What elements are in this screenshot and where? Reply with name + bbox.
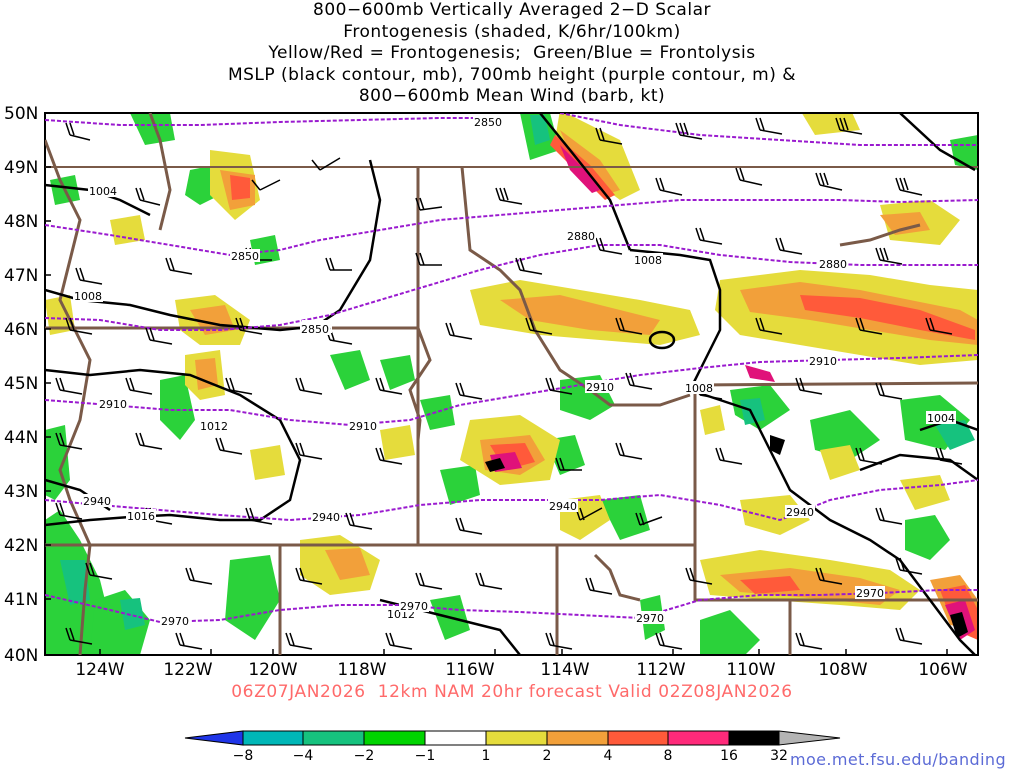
colorbar-label: 8 — [663, 748, 673, 764]
lon-label: 122W — [163, 660, 213, 680]
mslp-label: 1004 — [927, 412, 955, 425]
height-label: 2940 — [312, 511, 340, 524]
lat-label: 44N — [4, 428, 39, 448]
lat-label: 50N — [4, 104, 39, 124]
height-label: 2910 — [349, 420, 377, 433]
lat-label: 47N — [4, 266, 39, 286]
lat-label: 49N — [4, 158, 39, 178]
height-label: 2880 — [819, 258, 847, 271]
title-line-1: 800−600mb Vertically Averaged 2−D Scalar — [313, 0, 711, 20]
colorbar-label: −4 — [292, 748, 314, 764]
title-line-5: 800−600mb Mean Wind (barb, kt) — [358, 86, 666, 107]
lat-label: 41N — [4, 590, 39, 610]
lon-label: 112W — [636, 660, 686, 680]
contour-labels: 1004 1008 1008 1008 1008 1012 1016 1012 … — [73, 115, 956, 628]
title-line-4: MSLP (black contour, mb), 700mb height (… — [227, 64, 797, 85]
map-title: 800−600mb Vertically Averaged 2−D Scalar… — [0, 0, 1024, 108]
forecast-valid-line: 06Z07JAN2026 12km NAM 20hr forecast Vali… — [231, 682, 793, 702]
colorbar-label: −2 — [353, 748, 375, 764]
height-labels: 2850 2850 2880 2880 2910 2910 2910 2910 … — [82, 115, 885, 628]
height-label: 2910 — [809, 355, 837, 368]
height-label: 2940 — [549, 500, 577, 513]
lon-label: 114W — [540, 660, 590, 680]
height-label: 2850 — [231, 250, 259, 263]
colorbar-label: −8 — [232, 748, 254, 764]
height-label: 2940 — [83, 495, 111, 508]
lon-label: 116W — [445, 660, 495, 680]
lat-label: 42N — [4, 536, 39, 556]
mslp-label: 1016 — [127, 510, 155, 523]
title-line-3: Yellow/Red = Frontogenesis; Green/Blue =… — [268, 43, 756, 64]
lon-label: 110W — [726, 660, 776, 680]
mslp-label: 1008 — [634, 254, 662, 267]
lat-label: 46N — [4, 320, 39, 340]
height-label: 2970 — [161, 615, 189, 628]
mslp-label: 1008 — [685, 382, 713, 395]
colorbar-label: 32 — [770, 748, 788, 764]
colorbar-label: 4 — [603, 748, 613, 764]
mslp-label: 1008 — [74, 290, 102, 303]
lat-label: 43N — [4, 482, 39, 502]
frontogenesis-cores — [485, 145, 975, 640]
mslp-label: 1004 — [89, 185, 117, 198]
height-label: 2850 — [301, 323, 329, 336]
lon-label: 120W — [248, 660, 298, 680]
height-label: 2970 — [636, 612, 664, 625]
lon-label: 108W — [818, 660, 868, 680]
axis-ticks — [45, 112, 948, 656]
credit-link[interactable]: moe.met.fsu.edu/banding — [790, 750, 1007, 769]
colorbar-label: 1 — [481, 748, 491, 764]
colorbar-label: −1 — [414, 748, 436, 764]
mslp-labels: 1004 1008 1008 1008 1008 1012 1016 1012 … — [73, 184, 956, 621]
lat-label: 45N — [4, 374, 39, 394]
height-label: 2910 — [99, 398, 127, 411]
colorbar-label: 16 — [720, 748, 738, 764]
lat-label: 48N — [4, 212, 39, 232]
title-line-2: Frontogenesis (shaded, K/6hr/100km) — [343, 21, 681, 42]
colorbar — [184, 730, 841, 746]
height-label: 2880 — [567, 230, 595, 243]
height-label: 2910 — [586, 381, 614, 394]
height-label: 2850 — [474, 116, 502, 129]
lon-label: 124W — [75, 660, 125, 680]
shading-layer — [45, 113, 978, 655]
height-contours — [45, 113, 978, 624]
colorbar-label: 2 — [542, 748, 552, 764]
lon-label: 118W — [337, 660, 387, 680]
state-borders — [45, 113, 978, 655]
height-label: 2940 — [786, 506, 814, 519]
mslp-label: 1012 — [200, 420, 228, 433]
lon-label: 106W — [918, 660, 968, 680]
height-label: 2970 — [400, 600, 428, 613]
height-label: 2970 — [856, 587, 884, 600]
frontolysis-strong — [60, 115, 975, 630]
lat-label: 40N — [4, 646, 39, 666]
